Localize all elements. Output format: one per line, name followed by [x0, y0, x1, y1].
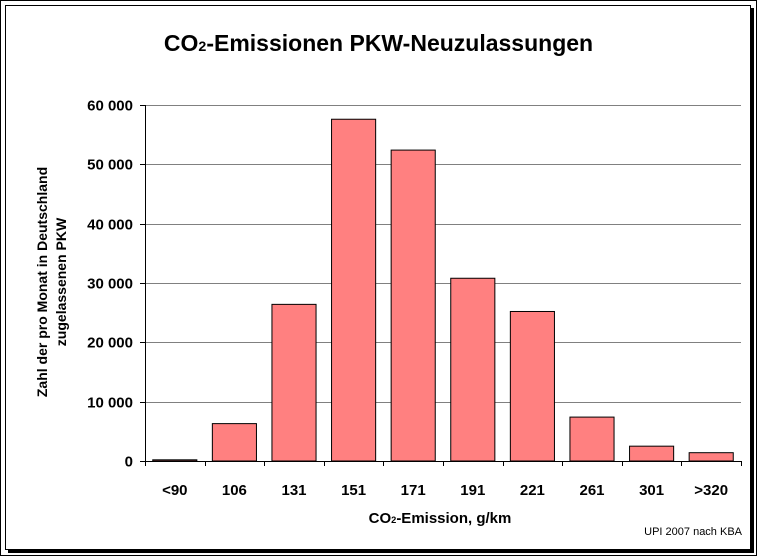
bar-9	[688, 452, 734, 462]
y-tick-label-5: 50 000	[87, 157, 133, 174]
x-tick-label-5: 191	[460, 482, 485, 499]
chart-inner-border	[5, 5, 751, 550]
bar-2	[271, 303, 317, 462]
bar-8	[629, 445, 675, 462]
source-credit: UPI 2007 nach KBA	[644, 526, 742, 538]
x-tick-label-9: >320	[694, 482, 728, 499]
x-axis-label: CO2-Emission, g/km	[368, 510, 512, 527]
bar-7	[569, 416, 615, 462]
x-tick-label-7: 261	[579, 482, 604, 499]
y-tick-label-2: 20 000	[87, 335, 133, 352]
y-tick-label-0: 0	[125, 454, 133, 471]
frame-shadow-right	[751, 8, 754, 553]
bar-3	[331, 118, 377, 462]
bar-4	[390, 149, 436, 462]
bar-1	[211, 423, 257, 462]
x-tick-label-0: <90	[162, 482, 187, 499]
x-tick-label-6: 221	[520, 482, 545, 499]
y-tick-label-6: 60 000	[87, 98, 133, 115]
bar-6	[509, 310, 555, 462]
frame-shadow-bottom	[8, 550, 754, 553]
bar-0	[152, 459, 198, 462]
x-tick-label-3: 151	[341, 482, 366, 499]
x-tick-label-2: 131	[281, 482, 306, 499]
y-tick-label-3: 30 000	[87, 276, 133, 293]
x-tick-label-1: 106	[222, 482, 247, 499]
chart-title: CO2-Emissionen PKW-Neuzulassungen	[163, 30, 594, 56]
y-tick-label-4: 40 000	[87, 217, 133, 234]
bar-5	[450, 277, 496, 462]
x-tick-label-8: 301	[639, 482, 664, 499]
x-tick-label-4: 171	[401, 482, 426, 499]
y-tick-label-1: 10 000	[87, 395, 133, 412]
